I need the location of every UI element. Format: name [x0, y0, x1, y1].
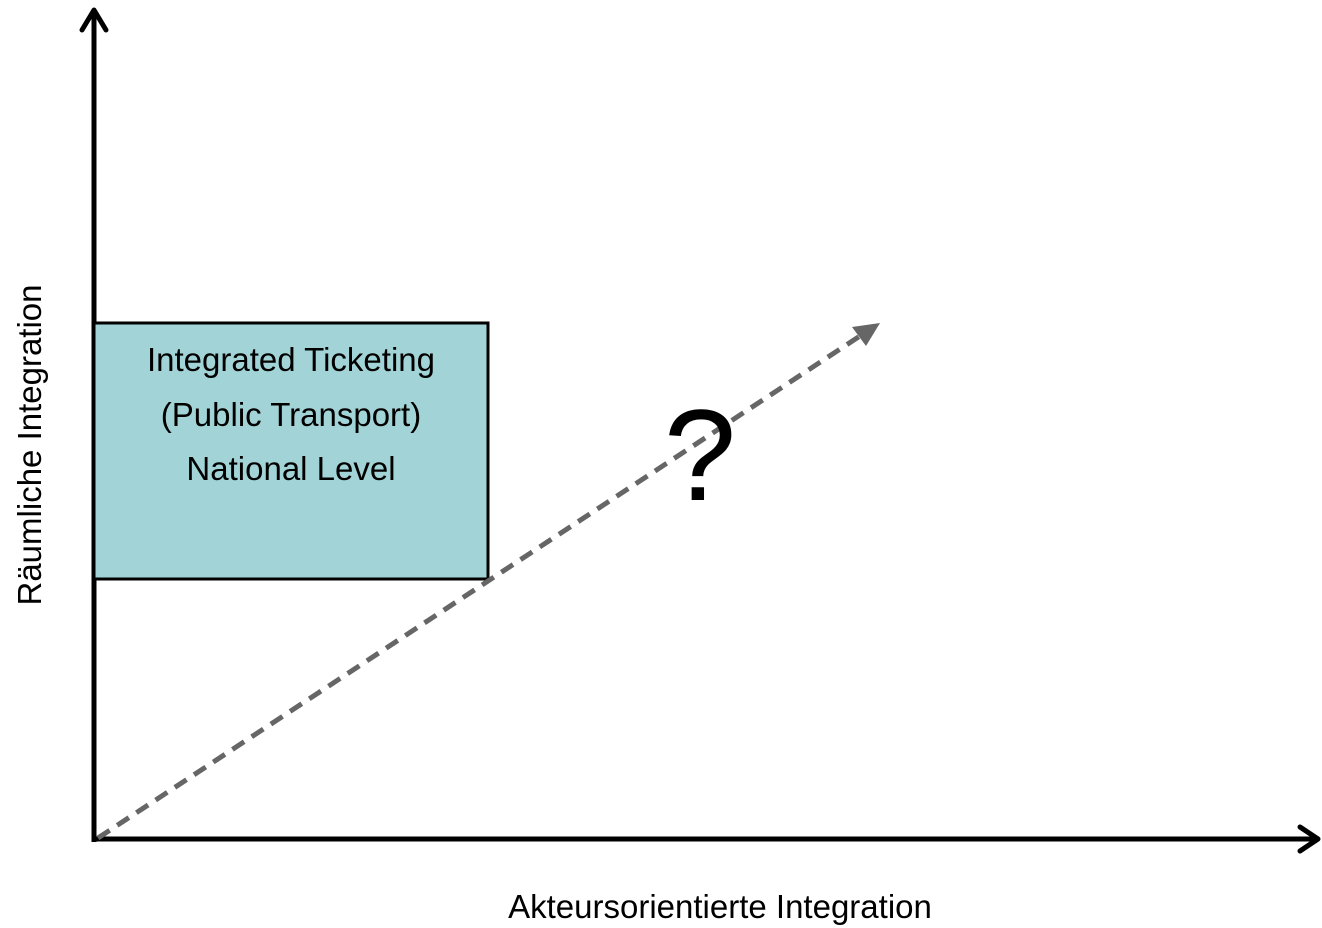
box-line-2: (Public Transport) [161, 396, 421, 433]
y-axis-label: Räumliche Integration [11, 284, 48, 605]
box-line-1: Integrated Ticketing [147, 341, 435, 378]
x-axis-label: Akteursorientierte Integration [508, 888, 932, 925]
x-axis-arrowhead [1297, 824, 1321, 854]
dashed-arrow-line [96, 329, 868, 841]
y-axis-arrowhead [79, 7, 109, 33]
question-mark: ? [664, 382, 736, 528]
dashed-arrow-head [852, 323, 880, 346]
integrated-ticketing-box [92, 321, 490, 581]
box-line-3: National Level [186, 450, 395, 487]
